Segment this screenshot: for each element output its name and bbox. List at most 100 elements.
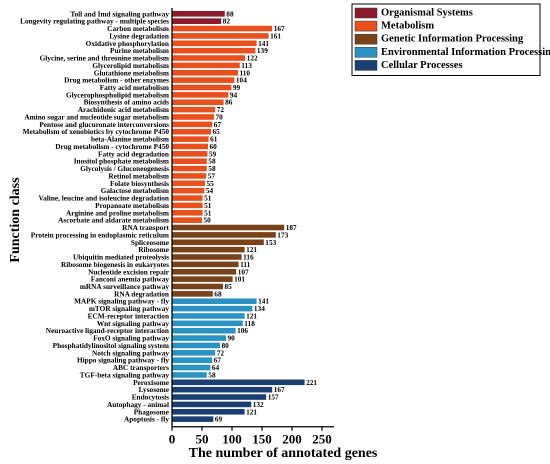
- value-label: 88: [226, 9, 234, 18]
- category-label: mTOR signaling pathway: [89, 304, 170, 313]
- category-label: Hippo signaling pathway - fly: [77, 356, 169, 365]
- bar: [172, 40, 257, 47]
- value-label: 153: [265, 238, 276, 247]
- value-label: 118: [244, 319, 255, 328]
- category-label: Carbon metabolism: [107, 24, 169, 33]
- value-label: 141: [258, 39, 269, 48]
- value-label: 67: [214, 120, 222, 129]
- legend-label: Genetic Information Processing: [381, 34, 524, 45]
- bar: [172, 69, 238, 76]
- value-label: 113: [241, 61, 252, 70]
- bar: [172, 151, 208, 157]
- x-axis-title: The number of annotated genes: [189, 446, 378, 461]
- value-label: 58: [208, 157, 216, 166]
- value-label: 61: [210, 135, 218, 144]
- value-label: 65: [213, 127, 221, 136]
- category-label: Retinol metabolism: [108, 171, 169, 180]
- category-label: Lysosome: [139, 385, 170, 394]
- bar: [172, 202, 203, 209]
- value-label: 187: [286, 223, 297, 232]
- category-label: Valine, leucine and isoleucine degradati…: [39, 194, 169, 203]
- category-label: Fatty acid metabolism: [100, 83, 169, 92]
- category-label: Endocytosis: [132, 393, 169, 402]
- bar: [172, 106, 216, 113]
- bar: [172, 173, 207, 179]
- category-label: mRNA surveillance pathway: [80, 282, 170, 291]
- bar: [172, 114, 214, 120]
- category-label: Autophagy - animal: [107, 400, 169, 409]
- category-label: Ribosome: [138, 245, 170, 254]
- bar: [172, 408, 245, 415]
- legend-swatch: [354, 33, 378, 45]
- category-label: MAPK signaling pathway - fly: [74, 297, 169, 306]
- value-label: 70: [216, 112, 224, 121]
- x-tick-label: 200: [282, 432, 302, 447]
- legend-label: Organismal Systems: [381, 8, 473, 19]
- value-label: 54: [206, 186, 214, 195]
- x-tick-label: 100: [222, 432, 242, 447]
- bar: [172, 136, 209, 142]
- value-label: 139: [257, 46, 268, 55]
- category-label: Purine metabolism: [110, 46, 169, 55]
- bar: [172, 268, 237, 275]
- value-label: 121: [246, 407, 257, 416]
- bar: [172, 92, 229, 98]
- bar: [172, 261, 239, 268]
- category-label: beta-Alanine metabolism: [91, 135, 169, 144]
- category-label: Arginine and proline metabolism: [66, 208, 169, 217]
- category-label: Nucleotide excision repair: [88, 267, 170, 276]
- bar: [172, 217, 202, 223]
- value-label: 121: [246, 245, 257, 254]
- value-label: 116: [243, 253, 254, 262]
- category-label: Spliceosome: [131, 238, 170, 247]
- category-label: Glycerolipid metabolism: [92, 61, 169, 70]
- value-label: 101: [234, 275, 245, 284]
- value-label: 107: [238, 267, 249, 276]
- value-label: 157: [268, 393, 279, 402]
- bars-layer: Toll and Imd signaling pathway 88 Longevit…: [20, 9, 317, 423]
- value-label: 67: [214, 356, 222, 365]
- category-label: Neuroactive ligand-receptor interaction: [46, 326, 169, 335]
- bar: [172, 11, 225, 17]
- bar: [172, 320, 243, 327]
- value-label: 94: [230, 90, 238, 99]
- category-label: ABC transporters: [113, 363, 169, 372]
- value-label: 51: [204, 208, 212, 217]
- legend-label: Metabolism: [381, 21, 434, 32]
- legend-swatch: [354, 47, 378, 58]
- bar: [172, 55, 246, 61]
- bar: [172, 25, 273, 32]
- category-label: Propanoate metabolism: [95, 201, 169, 210]
- bar: [172, 357, 213, 363]
- category-label: Amino sugar and nucleotide sugar metabol…: [24, 112, 169, 121]
- category-label: Ribosome biogenesis in eukaryotes: [61, 260, 169, 269]
- value-label: 80: [222, 341, 230, 350]
- x-tick-label: 50: [196, 432, 209, 447]
- bar: [172, 283, 223, 290]
- category-label: Galactose metabolism: [101, 186, 169, 195]
- category-label: Arachidonic acid metabolism: [78, 105, 169, 114]
- value-label: 51: [204, 201, 212, 210]
- value-label: 85: [225, 282, 233, 291]
- legend-box: [351, 3, 541, 76]
- category-label: Protein processing in endoplasmic reticu…: [31, 230, 169, 239]
- category-label: Notch signaling pathway: [92, 348, 169, 357]
- value-label: 82: [223, 17, 231, 26]
- category-label: TGF-beta signaling pathway: [80, 370, 170, 379]
- value-label: 50: [204, 216, 212, 225]
- bar: [172, 416, 214, 422]
- value-label: 173: [277, 230, 288, 239]
- value-label: 57: [208, 171, 216, 180]
- bar: [172, 99, 224, 106]
- legend-label: Environmental Information Processing: [381, 47, 550, 58]
- x-axis: 0 50 100 150 200 250: [169, 8, 334, 447]
- bar: [172, 335, 226, 341]
- value-label: 58: [208, 370, 216, 379]
- category-label: Fatty acid degradation: [98, 149, 169, 158]
- category-label: Glycine, serine and threonine metabolism: [40, 54, 169, 63]
- category-label: Phosphatidylinositol signaling system: [53, 341, 169, 350]
- category-label: Toll and Imd signaling pathway: [70, 9, 169, 18]
- category-label: Glycolysis / Gluconeogenesis: [80, 164, 169, 173]
- bar: [172, 77, 235, 83]
- bar: [172, 165, 207, 172]
